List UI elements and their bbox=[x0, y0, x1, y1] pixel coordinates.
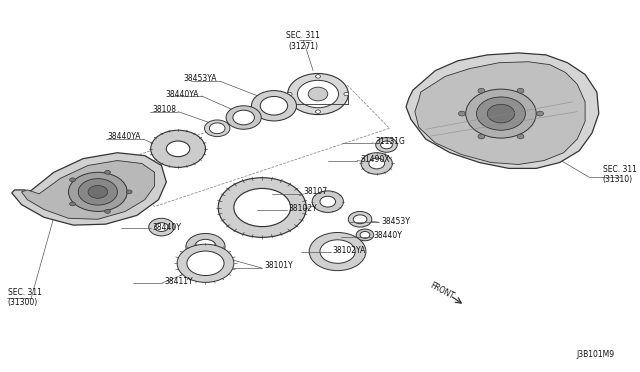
Ellipse shape bbox=[478, 88, 485, 93]
Text: SEC. 311
(31310): SEC. 311 (31310) bbox=[603, 164, 637, 184]
Ellipse shape bbox=[88, 186, 108, 198]
Ellipse shape bbox=[517, 134, 524, 139]
Text: 38108: 38108 bbox=[152, 105, 176, 114]
Ellipse shape bbox=[68, 172, 127, 211]
Ellipse shape bbox=[381, 141, 392, 149]
Ellipse shape bbox=[287, 74, 348, 115]
Ellipse shape bbox=[233, 110, 254, 125]
Ellipse shape bbox=[70, 178, 76, 182]
Ellipse shape bbox=[376, 138, 397, 152]
Ellipse shape bbox=[155, 223, 168, 231]
Ellipse shape bbox=[356, 229, 374, 241]
Text: 38411Y: 38411Y bbox=[164, 278, 193, 286]
Ellipse shape bbox=[361, 153, 392, 174]
Text: 38440Y: 38440Y bbox=[152, 222, 182, 232]
Ellipse shape bbox=[205, 120, 230, 137]
Ellipse shape bbox=[487, 104, 515, 123]
Ellipse shape bbox=[104, 170, 111, 174]
Ellipse shape bbox=[537, 111, 543, 116]
Text: 38453Y: 38453Y bbox=[381, 217, 410, 226]
Ellipse shape bbox=[209, 123, 225, 134]
Ellipse shape bbox=[177, 244, 234, 282]
Text: 38101Y: 38101Y bbox=[264, 261, 293, 270]
Ellipse shape bbox=[478, 134, 485, 139]
Ellipse shape bbox=[186, 234, 225, 260]
Ellipse shape bbox=[187, 251, 224, 276]
Ellipse shape bbox=[353, 215, 367, 224]
Ellipse shape bbox=[316, 110, 321, 113]
Ellipse shape bbox=[252, 91, 296, 121]
Text: SEC. 311
(31271): SEC. 311 (31271) bbox=[286, 31, 320, 51]
Ellipse shape bbox=[234, 189, 291, 227]
Ellipse shape bbox=[309, 232, 366, 271]
Text: 38102YA: 38102YA bbox=[333, 246, 366, 255]
Ellipse shape bbox=[316, 75, 321, 78]
Ellipse shape bbox=[369, 158, 385, 169]
Ellipse shape bbox=[148, 218, 174, 236]
Text: 38440YA: 38440YA bbox=[108, 132, 141, 141]
Text: J3B101M9: J3B101M9 bbox=[577, 350, 614, 359]
Ellipse shape bbox=[104, 209, 111, 214]
Ellipse shape bbox=[70, 202, 76, 206]
Ellipse shape bbox=[166, 141, 190, 157]
Ellipse shape bbox=[344, 92, 349, 96]
Text: 38440YA: 38440YA bbox=[165, 90, 198, 99]
Ellipse shape bbox=[312, 191, 344, 212]
Ellipse shape bbox=[458, 111, 465, 116]
Ellipse shape bbox=[287, 92, 292, 96]
Ellipse shape bbox=[298, 80, 339, 108]
Ellipse shape bbox=[320, 196, 335, 207]
Text: 31131G: 31131G bbox=[376, 138, 406, 147]
Ellipse shape bbox=[477, 97, 525, 130]
Text: SEC. 311
(31300): SEC. 311 (31300) bbox=[8, 288, 42, 307]
Ellipse shape bbox=[218, 178, 307, 237]
Ellipse shape bbox=[320, 240, 355, 263]
Ellipse shape bbox=[348, 211, 372, 227]
Polygon shape bbox=[415, 62, 585, 164]
Ellipse shape bbox=[360, 231, 370, 238]
Polygon shape bbox=[12, 153, 166, 225]
Polygon shape bbox=[22, 161, 155, 219]
Text: FRONT: FRONT bbox=[429, 280, 456, 301]
Text: 38440Y: 38440Y bbox=[374, 231, 403, 240]
Text: 38453YA: 38453YA bbox=[184, 74, 217, 83]
Ellipse shape bbox=[466, 89, 536, 138]
Ellipse shape bbox=[517, 88, 524, 93]
Polygon shape bbox=[406, 53, 599, 169]
Text: 38107: 38107 bbox=[303, 187, 328, 196]
Text: 38102Y: 38102Y bbox=[289, 204, 317, 213]
Ellipse shape bbox=[126, 190, 132, 194]
Ellipse shape bbox=[195, 239, 216, 254]
Ellipse shape bbox=[150, 130, 205, 167]
Ellipse shape bbox=[226, 106, 261, 129]
Ellipse shape bbox=[78, 179, 117, 205]
Text: 31490X: 31490X bbox=[360, 155, 390, 164]
Ellipse shape bbox=[308, 87, 328, 101]
Ellipse shape bbox=[260, 96, 287, 115]
